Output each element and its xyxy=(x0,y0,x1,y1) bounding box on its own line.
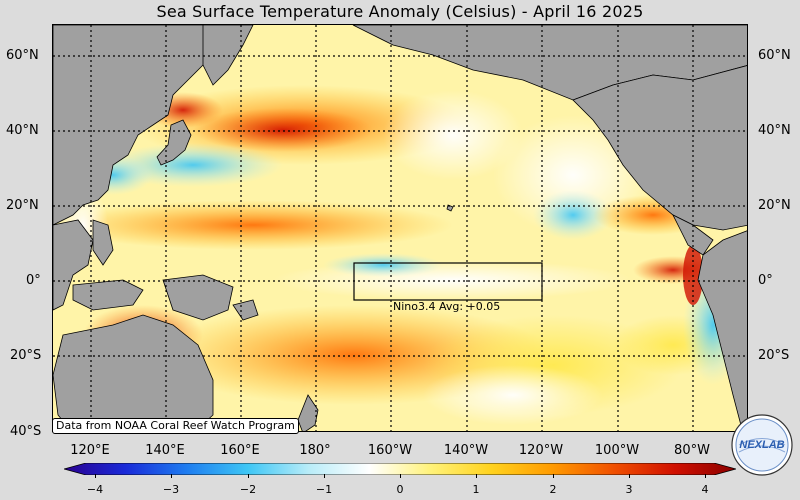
colorbar-tick-label: 2 xyxy=(549,483,557,496)
sst-anomaly-map xyxy=(52,24,748,432)
colorbar-tickmark xyxy=(629,474,630,478)
data-source-note: Data from NOAA Coral Reef Watch Program xyxy=(52,418,299,434)
colorbar-tickmark xyxy=(171,474,172,478)
colorbar-tickmark xyxy=(400,474,401,478)
lat-label-right: 60°N xyxy=(758,48,791,63)
lat-label-left: 20°S xyxy=(10,348,42,363)
colorbar-tick-label: 3 xyxy=(625,483,633,496)
lon-label: 160°E xyxy=(220,443,260,458)
logo-text: NEXLAB xyxy=(739,439,784,451)
colorbar-tick-label: 0 xyxy=(396,483,404,496)
colorbar xyxy=(64,463,736,475)
lon-label: 120°W xyxy=(518,443,564,458)
lon-label: 140°W xyxy=(443,443,489,458)
map-title: Sea Surface Temperature Anomaly (Celsius… xyxy=(156,2,644,21)
colorbar-tickmark xyxy=(476,474,477,478)
lat-label-right: 40°N xyxy=(758,123,791,138)
lon-label: 100°W xyxy=(594,443,640,458)
lon-label: 160°W xyxy=(367,443,413,458)
lat-label-left: 40°N xyxy=(6,123,39,138)
colorbar-tickmark xyxy=(324,474,325,478)
lat-label-left: 20°N xyxy=(6,198,39,213)
lat-label-left: 40°S xyxy=(10,424,42,439)
nino34-average-label: Nino3.4 Avg: +0.05 xyxy=(393,300,501,313)
map-canvas xyxy=(53,25,747,431)
lon-label: 140°E xyxy=(145,443,185,458)
colorbar-tick-label: −2 xyxy=(239,483,257,496)
lon-label: 120°E xyxy=(70,443,110,458)
colorbar-tickmark xyxy=(95,474,96,478)
lon-label: 80°W xyxy=(674,443,710,458)
land-masses xyxy=(53,25,747,431)
colorbar-tick-label: −3 xyxy=(162,483,180,496)
graticule xyxy=(53,25,747,431)
nexlab-logo: NEXLAB xyxy=(731,414,793,476)
nino34-box xyxy=(353,262,543,301)
colorbar-tick-label: −4 xyxy=(86,483,104,496)
colorbar-tickmark xyxy=(248,474,249,478)
colorbar-tickmark xyxy=(553,474,554,478)
lat-label-left: 60°N xyxy=(6,48,39,63)
lon-label: 180° xyxy=(299,443,331,458)
lat-label-left: 0° xyxy=(26,273,41,288)
colorbar-tick-label: 1 xyxy=(472,483,480,496)
colorbar-tick-label: −1 xyxy=(315,483,333,496)
colorbar-tick-label: 4 xyxy=(701,483,709,496)
colorbar-tickmark xyxy=(705,474,706,478)
lat-label-right: 20°N xyxy=(758,198,791,213)
lat-label-right: 20°S xyxy=(758,348,790,363)
lat-label-right: 0° xyxy=(758,273,773,288)
